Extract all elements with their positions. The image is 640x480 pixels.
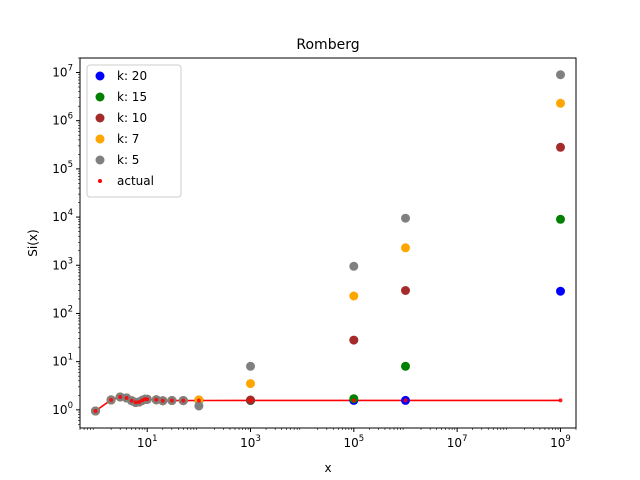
legend: k: 20 k: 15 k: 10 k: 7 k: 5 actual (86, 64, 182, 198)
data-point-k-10 (556, 142, 565, 152)
data-point-actual (137, 400, 142, 404)
data-point-actual (124, 396, 129, 400)
tick-exponent: 2 (68, 304, 73, 314)
data-point-actual (160, 398, 165, 403)
tick-exponent: 7 (68, 64, 73, 74)
legend-label: k: 10 (117, 111, 147, 125)
data-point-actual (169, 398, 174, 403)
tick-base: 10 (52, 210, 67, 224)
tick-base: 10 (240, 436, 255, 450)
tick-label: 107 (52, 64, 73, 80)
data-point-actual (118, 395, 123, 399)
data-point-actual (351, 398, 356, 403)
tick-base: 10 (52, 258, 67, 272)
tick-label: 105 (343, 434, 364, 450)
legend-marker (95, 92, 105, 102)
legend-marker (95, 155, 105, 165)
data-point-k-10 (349, 335, 359, 345)
x-axis-label: x (324, 461, 331, 475)
data-point-actual (129, 398, 134, 403)
data-points-layer (91, 70, 565, 416)
tick-base: 10 (447, 436, 462, 450)
legend-marker (95, 134, 105, 144)
tick-exponent: 9 (565, 434, 570, 444)
data-point-k-5 (194, 401, 204, 411)
data-point-k-7 (246, 379, 255, 389)
data-point-actual (109, 397, 114, 402)
tick-exponent: 7 (462, 434, 467, 444)
tick-base: 10 (52, 355, 67, 369)
tick-label: 105 (52, 160, 73, 176)
tick-base: 10 (550, 436, 565, 450)
tick-label: 109 (550, 434, 571, 450)
data-point-k-7 (349, 291, 359, 301)
data-point-actual (154, 397, 159, 402)
data-point-k-20 (556, 286, 565, 296)
y-axis-label: Si(x) (26, 229, 40, 256)
x-axis-ticks: 101 103 105 107 109 (79, 428, 577, 450)
data-point-k-7 (401, 243, 410, 253)
tick-base: 10 (343, 436, 358, 450)
tick-exponent: 1 (68, 353, 73, 363)
tick-exponent: 3 (68, 256, 73, 266)
tick-label: 101 (52, 353, 73, 369)
legend-label: k: 15 (117, 90, 147, 104)
tick-exponent: 3 (255, 434, 260, 444)
tick-base: 10 (52, 403, 67, 417)
tick-label: 102 (52, 304, 73, 320)
legend-box (86, 64, 182, 198)
tick-exponent: 1 (152, 434, 157, 444)
tick-exponent: 5 (68, 160, 73, 170)
chart-title: Romberg (296, 37, 359, 53)
tick-label: 101 (137, 434, 158, 450)
data-point-k-5 (556, 70, 565, 80)
tick-label: 103 (240, 434, 261, 450)
data-point-k-10 (401, 286, 410, 295)
data-point-actual (93, 409, 98, 413)
data-point-k-15 (556, 214, 565, 224)
legend-label: k: 5 (117, 153, 139, 167)
data-point-actual (248, 398, 253, 403)
data-point-actual (181, 398, 186, 403)
data-point-actual (196, 398, 201, 403)
tick-label: 107 (447, 434, 468, 450)
legend-label: k: 20 (117, 69, 147, 83)
legend-label: k: 7 (117, 132, 139, 146)
legend-label: actual (117, 174, 154, 188)
tick-exponent: 5 (359, 434, 364, 444)
tick-label: 103 (52, 256, 73, 272)
tick-label: 100 (52, 401, 73, 417)
tick-base: 10 (52, 66, 67, 80)
tick-base: 10 (137, 436, 152, 450)
tick-exponent: 0 (68, 401, 73, 411)
data-point-k-5 (349, 261, 359, 271)
data-point-actual (558, 398, 563, 403)
tick-exponent: 6 (68, 112, 73, 122)
tick-exponent: 4 (68, 208, 73, 218)
tick-base: 10 (52, 306, 67, 320)
tick-label: 106 (52, 112, 73, 128)
data-point-actual (403, 398, 408, 403)
tick-base: 10 (52, 114, 67, 128)
data-point-k-7 (556, 98, 565, 108)
tick-base: 10 (52, 162, 67, 176)
legend-marker (98, 179, 102, 183)
legend-marker (95, 113, 105, 123)
data-point-actual (133, 400, 138, 405)
data-point-k-5 (246, 361, 255, 371)
legend-marker (95, 71, 105, 81)
data-point-actual (145, 397, 150, 402)
data-point-k-5 (401, 213, 410, 223)
tick-label: 104 (52, 208, 73, 224)
data-point-k-15 (401, 361, 410, 371)
